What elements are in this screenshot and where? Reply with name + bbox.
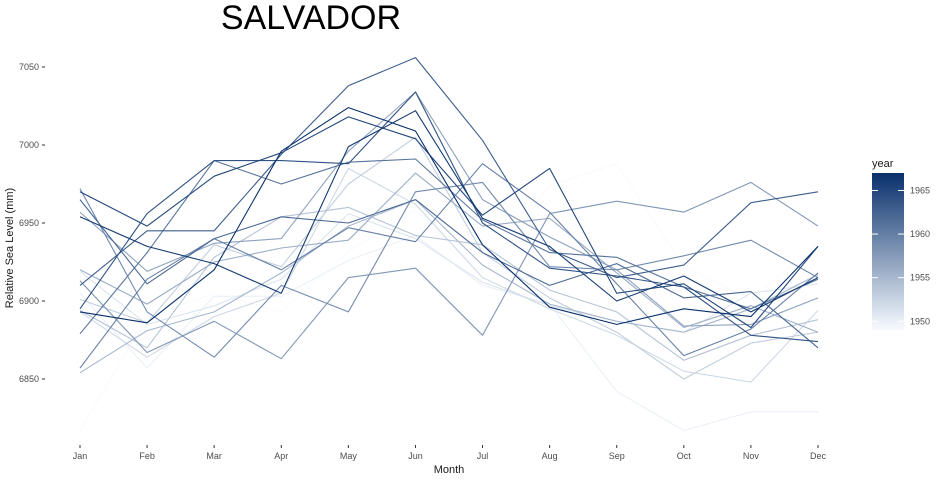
series-line-1949 — [79, 163, 819, 431]
series-line-1966 — [79, 110, 819, 313]
y-tick-label: 6950 — [19, 218, 39, 228]
x-tick-label: Feb — [139, 451, 155, 461]
legend-tick-label: 1950 — [910, 316, 930, 326]
x-tick-label: Apr — [274, 451, 288, 461]
series-line-1956 — [79, 172, 819, 333]
y-tick-label: 7000 — [19, 140, 39, 150]
series-line-1962 — [79, 199, 819, 349]
y-axis: 6850 6900 6950 7000 7050 — [19, 62, 45, 384]
plot-area — [79, 57, 819, 432]
x-tick-label: Jun — [408, 451, 423, 461]
series-line-1963 — [79, 57, 819, 286]
y-tick-label: 6900 — [19, 296, 39, 306]
legend: year 1950 1955 1960 1965 — [872, 158, 930, 330]
series-line-1952 — [79, 167, 819, 383]
series-line-1964 — [79, 91, 819, 343]
y-tick-label: 6850 — [19, 374, 39, 384]
legend-ticks: 1950 1955 1960 1965 — [872, 185, 930, 326]
legend-tick-label: 1955 — [910, 273, 930, 283]
legend-colorbar — [872, 173, 904, 330]
series-line-1967 — [79, 107, 819, 325]
series-line-1954 — [79, 206, 819, 361]
x-tick-label: Dec — [810, 451, 827, 461]
y-tick-label: 7050 — [19, 62, 39, 72]
x-tick-label: Jul — [477, 451, 489, 461]
x-axis: Jan Feb Mar Apr May Jun Jul Aug Sep Oct Nov Dec — [73, 445, 827, 461]
legend-tick-label: 1965 — [910, 185, 930, 195]
x-tick-label: May — [340, 451, 358, 461]
x-tick-label: Jan — [73, 451, 88, 461]
x-tick-label: Mar — [206, 451, 222, 461]
series-line-1965 — [79, 116, 819, 329]
x-axis-title: Month — [434, 464, 465, 476]
chart-title: SALVADOR — [221, 0, 401, 37]
y-axis-title: Relative Sea Level (mm) — [4, 188, 16, 308]
x-tick-label: Sep — [609, 451, 625, 461]
x-tick-label: Aug — [542, 451, 558, 461]
series-line-1953 — [79, 136, 819, 380]
x-tick-label: Nov — [743, 451, 760, 461]
series-line-1950 — [79, 234, 818, 432]
series-line-1957 — [79, 91, 819, 327]
legend-tick-label: 1960 — [910, 229, 930, 239]
x-tick-label: Oct — [677, 451, 692, 461]
series-line-1960 — [79, 163, 819, 369]
series-line-1961 — [79, 158, 819, 335]
legend-title: year — [872, 158, 894, 170]
series-line-1958 — [79, 181, 819, 360]
series-line-1955 — [79, 199, 819, 374]
